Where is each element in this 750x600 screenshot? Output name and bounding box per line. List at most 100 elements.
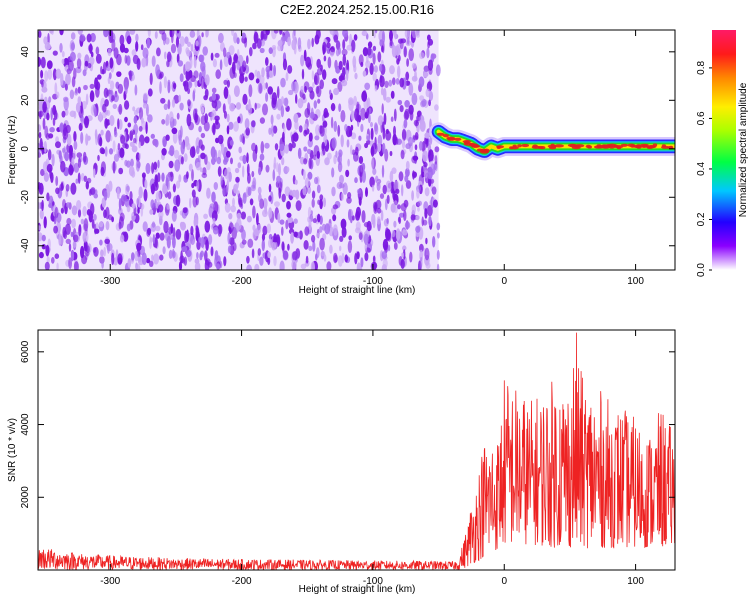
noise-speck bbox=[166, 51, 172, 63]
noise-speck bbox=[132, 106, 136, 112]
noise-speck bbox=[151, 254, 154, 261]
noise-speck bbox=[124, 100, 130, 110]
noise-speck bbox=[181, 246, 188, 253]
noise-speck bbox=[137, 207, 140, 214]
noise-speck bbox=[321, 141, 325, 150]
noise-speck bbox=[327, 56, 332, 69]
noise-speck bbox=[257, 248, 261, 256]
noise-speck bbox=[178, 261, 183, 270]
noise-speck bbox=[319, 198, 323, 210]
noise-speck bbox=[395, 228, 401, 241]
noise-speck bbox=[273, 65, 276, 77]
noise-speck bbox=[174, 159, 181, 172]
noise-speck bbox=[46, 163, 53, 173]
noise-speck bbox=[95, 189, 98, 196]
noise-speck bbox=[69, 144, 73, 156]
noise-speck bbox=[232, 197, 235, 207]
noise-speck bbox=[333, 252, 338, 264]
noise-speck bbox=[111, 252, 115, 265]
noise-speck bbox=[77, 86, 81, 94]
noise-speck bbox=[265, 164, 270, 173]
noise-speck bbox=[348, 235, 353, 241]
noise-speck bbox=[254, 263, 260, 270]
noise-speck bbox=[192, 108, 198, 121]
noise-speck bbox=[69, 89, 75, 100]
noise-speck bbox=[276, 86, 280, 99]
noise-speck bbox=[73, 140, 78, 150]
noise-speck bbox=[354, 227, 361, 234]
noise-speck bbox=[322, 69, 327, 80]
noise-speck bbox=[148, 260, 154, 267]
noise-speck bbox=[176, 30, 180, 34]
noise-speck bbox=[66, 133, 72, 146]
noise-speck bbox=[330, 116, 334, 129]
noise-speck bbox=[236, 212, 242, 220]
noise-speck bbox=[113, 47, 119, 59]
noise-speck bbox=[415, 215, 420, 221]
noise-speck bbox=[116, 71, 122, 77]
noise-speck bbox=[307, 38, 311, 50]
snr-x-label: Height of straight line (km) bbox=[299, 584, 416, 595]
noise-speck bbox=[317, 213, 321, 223]
noise-speck bbox=[200, 236, 205, 249]
noise-speck bbox=[381, 264, 387, 270]
noise-speck bbox=[424, 187, 430, 197]
noise-speck bbox=[250, 184, 256, 192]
noise-speck bbox=[262, 103, 268, 116]
snr-xtick-label: 0 bbox=[501, 576, 507, 587]
noise-speck bbox=[363, 233, 369, 246]
noise-speck bbox=[331, 167, 335, 178]
noise-speck bbox=[248, 98, 251, 110]
snr-frame bbox=[37, 329, 676, 571]
noise-speck bbox=[159, 81, 162, 94]
noise-speck bbox=[192, 195, 198, 208]
noise-speck bbox=[401, 128, 407, 141]
noise-speck bbox=[142, 103, 147, 109]
noise-speck bbox=[104, 238, 110, 244]
noise-speck bbox=[101, 68, 105, 75]
noise-speck bbox=[382, 142, 386, 154]
noise-speck bbox=[400, 38, 407, 44]
noise-speck bbox=[166, 235, 171, 249]
noise-speck bbox=[40, 93, 44, 102]
noise-speck bbox=[329, 89, 332, 96]
noise-speck bbox=[395, 188, 400, 194]
noise-speck bbox=[293, 218, 298, 224]
noise-speck bbox=[423, 170, 428, 179]
noise-speck bbox=[186, 229, 189, 242]
noise-speck bbox=[342, 30, 349, 38]
noise-speck bbox=[266, 223, 271, 234]
noise-speck bbox=[281, 193, 286, 203]
colorbar-gradient bbox=[712, 30, 736, 270]
noise-speck bbox=[38, 56, 42, 67]
noise-speck bbox=[52, 117, 56, 127]
noise-speck bbox=[358, 135, 362, 141]
noise-speck bbox=[406, 58, 409, 67]
noise-speck bbox=[350, 124, 354, 131]
noise-speck bbox=[206, 187, 211, 199]
noise-speck bbox=[133, 137, 137, 144]
noise-speck bbox=[277, 39, 283, 47]
noise-speck bbox=[303, 158, 308, 165]
noise-speck bbox=[172, 131, 178, 144]
noise-speck bbox=[144, 136, 150, 144]
noise-speck bbox=[227, 245, 232, 254]
noise-speck bbox=[376, 216, 381, 225]
noise-speck bbox=[400, 203, 407, 212]
noise-speck bbox=[104, 146, 108, 157]
noise-speck bbox=[384, 244, 388, 254]
noise-speck bbox=[303, 81, 310, 90]
noise-speck bbox=[372, 45, 377, 52]
snr-panel: -300 -200 -100 0 100 2000 4000 6000 Height of s… bbox=[7, 329, 676, 595]
noise-speck bbox=[333, 120, 338, 133]
noise-speck bbox=[43, 140, 47, 153]
noise-speck bbox=[84, 244, 88, 252]
noise-speck bbox=[238, 146, 242, 154]
noise-speck bbox=[226, 113, 230, 123]
spectrogram-xtick-label: 100 bbox=[627, 276, 644, 287]
noise-speck bbox=[119, 34, 125, 46]
noise-speck bbox=[100, 249, 104, 258]
noise-speck bbox=[124, 54, 128, 64]
noise-speck bbox=[49, 127, 55, 133]
noise-speck bbox=[270, 124, 275, 137]
